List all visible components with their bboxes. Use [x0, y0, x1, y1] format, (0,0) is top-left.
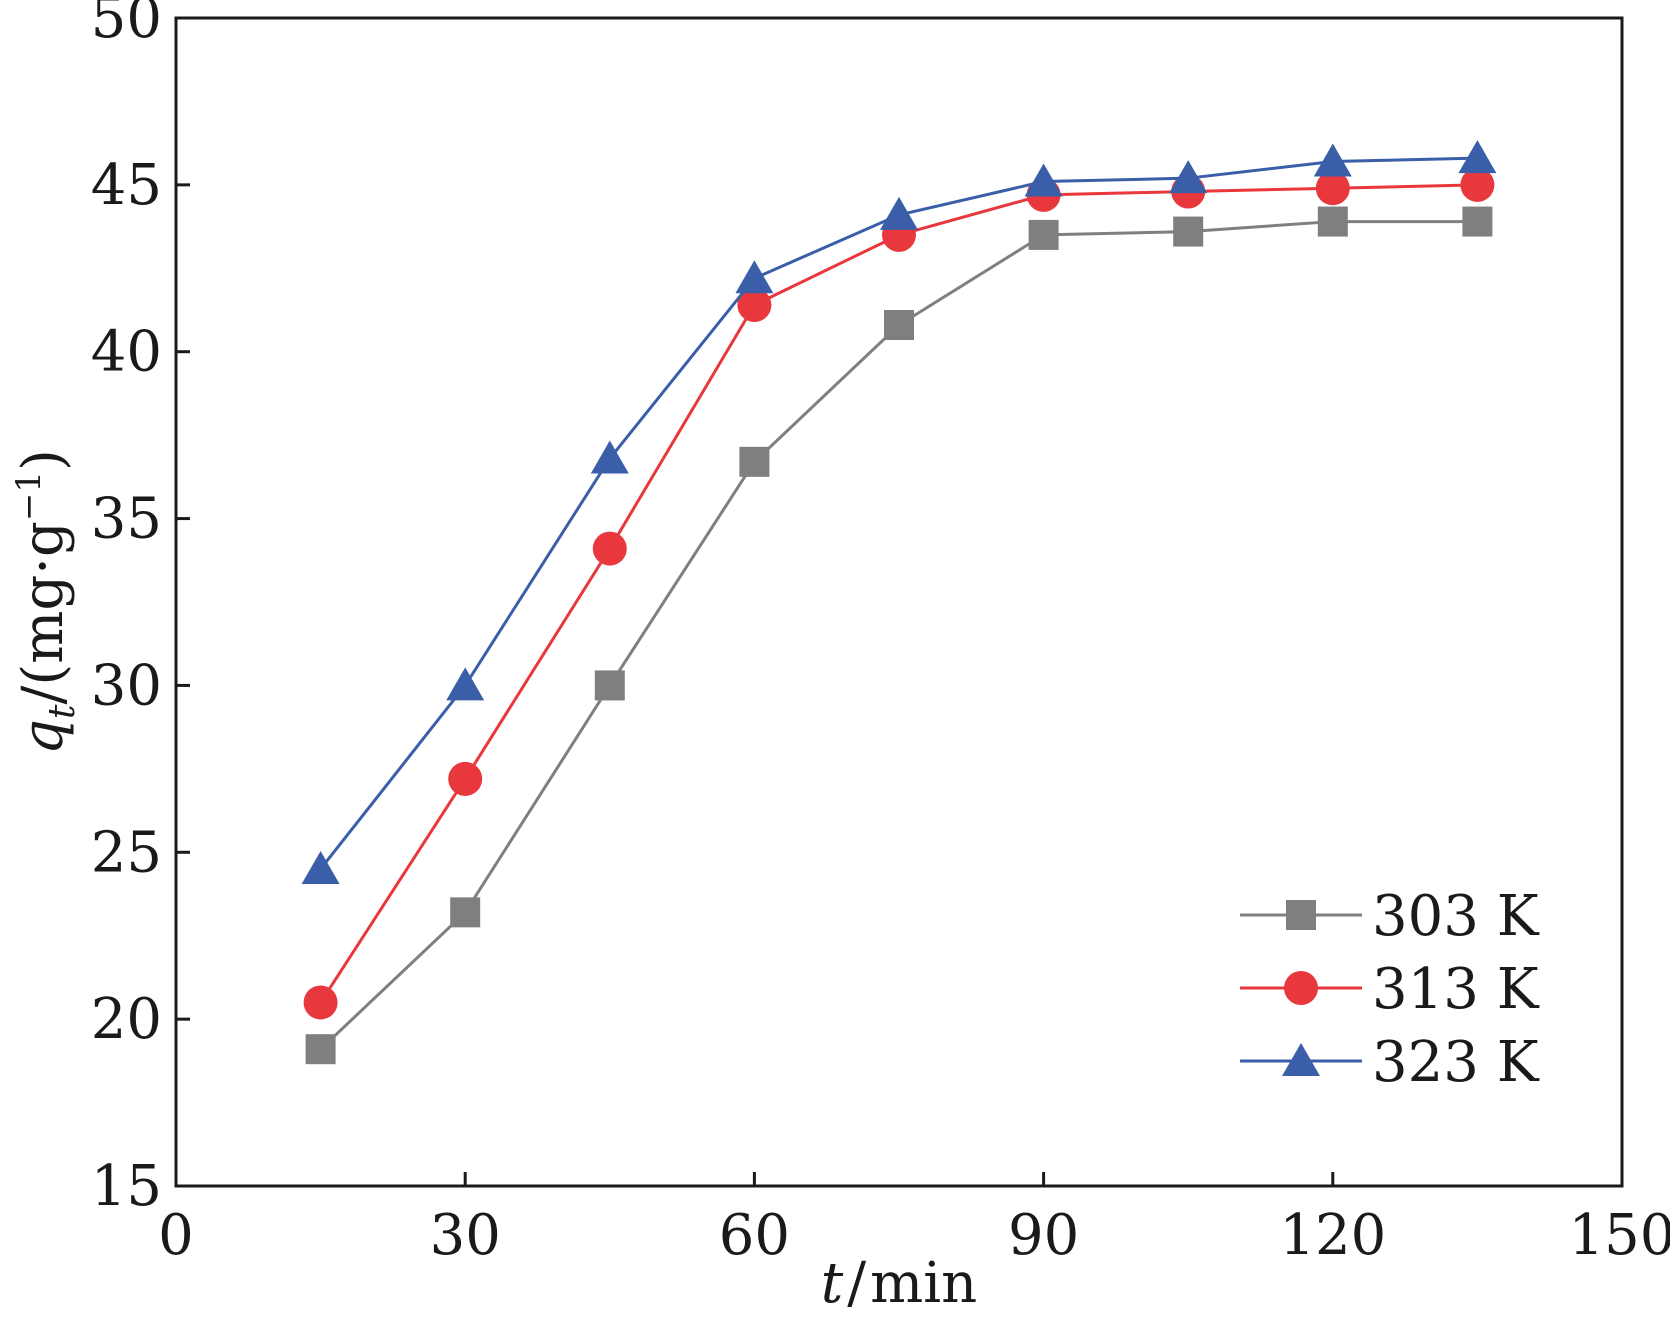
- data-point: [305, 1034, 336, 1065]
- y-axis-title-unit: (mg·g: [11, 521, 76, 685]
- data-point: [737, 287, 772, 322]
- data-point: [590, 440, 629, 474]
- x-axis-title-sep: /: [847, 1251, 866, 1316]
- data-point: [594, 670, 625, 701]
- data-point: [1313, 143, 1352, 177]
- data-point: [1169, 160, 1208, 194]
- x-axis-title-unit: min: [870, 1251, 977, 1316]
- x-axis-title: t/min: [821, 1251, 977, 1316]
- series-circle: [303, 167, 1495, 1020]
- y-axis-title: qt/(mg·g−1): [9, 449, 83, 755]
- legend-marker: [1286, 900, 1316, 930]
- x-tick-label: 0: [158, 1203, 194, 1268]
- y-axis-title-var: q: [11, 719, 76, 755]
- y-tick-label: 25: [91, 820, 162, 885]
- y-axis-title-sep: /: [11, 685, 76, 704]
- data-point: [1173, 216, 1204, 247]
- data-point: [884, 310, 914, 341]
- y-tick-label: 20: [91, 987, 162, 1052]
- y-axis-title-close: ): [11, 449, 76, 471]
- data-point: [739, 446, 770, 477]
- legend-item: 323 K: [1240, 1030, 1540, 1095]
- legend: 303 K 313 K 323 K: [1240, 884, 1540, 1095]
- legend-item: 303 K: [1240, 884, 1540, 949]
- x-tick-label: 60: [719, 1203, 790, 1268]
- data-point: [1460, 167, 1495, 202]
- data-point: [880, 196, 918, 230]
- plot-frame: [174, 16, 1624, 1188]
- legend-marker: [1284, 971, 1318, 1005]
- data-point: [450, 897, 481, 928]
- data-point: [592, 531, 627, 566]
- series-square: [305, 206, 1493, 1065]
- series-layer: [301, 140, 1497, 1065]
- legend-label: 323 K: [1372, 1030, 1540, 1095]
- data-point: [1462, 206, 1493, 237]
- data-point: [1317, 206, 1348, 237]
- legend-label: 303 K: [1372, 884, 1540, 949]
- x-tick-label: 120: [1279, 1203, 1386, 1268]
- data-point: [1458, 140, 1497, 174]
- x-axis: 0 30 60 90 120 150: [158, 1172, 1670, 1268]
- data-point: [446, 667, 485, 701]
- data-point: [1024, 163, 1063, 197]
- series-triangle: [301, 140, 1497, 884]
- data-point: [303, 985, 338, 1020]
- data-point: [448, 761, 483, 796]
- data-point: [1028, 219, 1059, 250]
- y-tick-label: 30: [91, 653, 162, 718]
- legend-marker: [1282, 1043, 1320, 1076]
- legend-item: 313 K: [1240, 957, 1540, 1022]
- data-point: [1315, 171, 1350, 206]
- data-point: [735, 260, 774, 294]
- x-tick-label: 90: [1008, 1203, 1079, 1268]
- x-tick-label: 30: [430, 1203, 501, 1268]
- y-axis-title-sub: t: [42, 704, 83, 719]
- y-tick-label: 50: [91, 0, 162, 51]
- y-axis-title-exp: −1: [9, 471, 49, 521]
- y-tick-label: 15: [91, 1154, 162, 1219]
- y-axis: 15 20 25 30 35 40 45 50: [91, 0, 190, 1219]
- data-point: [301, 850, 340, 884]
- y-tick-label: 40: [91, 320, 162, 385]
- x-axis-title-var: t: [821, 1251, 844, 1316]
- series-line: [319, 156, 1478, 870]
- y-tick-label: 45: [91, 153, 162, 218]
- x-tick-label: 150: [1569, 1203, 1670, 1268]
- series-line: [319, 183, 1478, 1004]
- y-tick-label: 35: [91, 487, 162, 552]
- legend-label: 313 K: [1372, 957, 1540, 1022]
